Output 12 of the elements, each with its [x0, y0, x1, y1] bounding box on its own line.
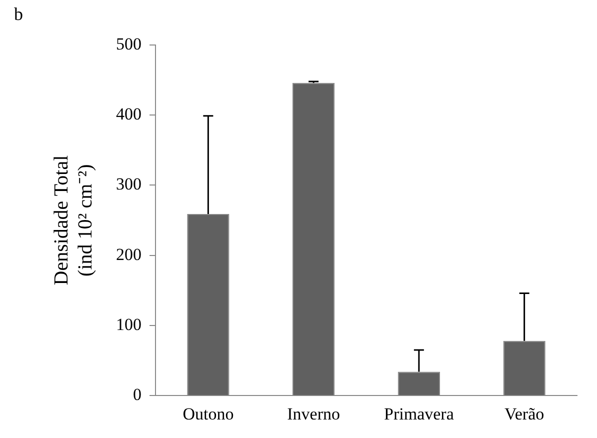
y-tick-label: 200: [116, 244, 142, 264]
x-tick-label: Primavera: [384, 404, 454, 424]
y-tick-label: 500: [116, 34, 142, 54]
y-tick-label: 300: [116, 174, 142, 194]
x-tick-label: Verão: [504, 404, 544, 424]
y-tick-label: 400: [116, 104, 142, 124]
x-tick-label: Outono: [182, 404, 234, 424]
text: b: [14, 4, 23, 25]
y-tick-label: 100: [116, 314, 142, 334]
y-axis-title: Densidade Total (ind 10² cm⁻²): [50, 154, 96, 286]
x-tick-label: Inverno: [287, 404, 340, 424]
y-tick-label: 0: [133, 385, 142, 404]
